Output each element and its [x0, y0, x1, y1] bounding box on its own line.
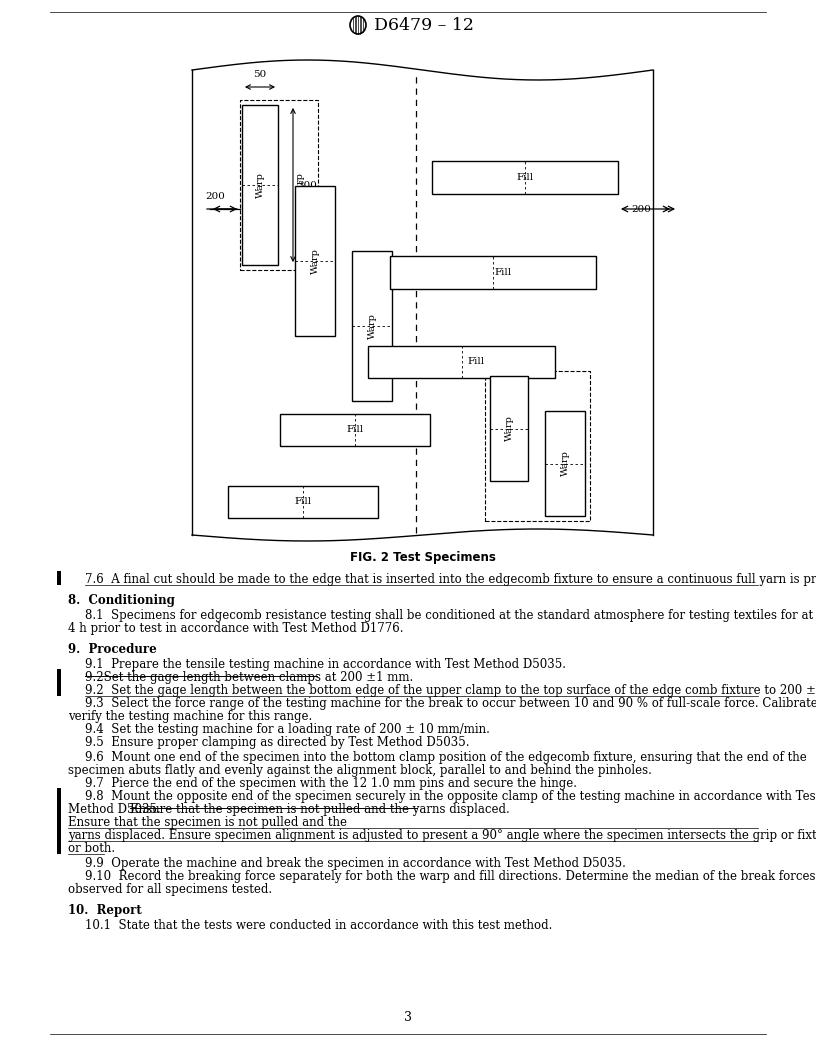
- Text: 200: 200: [631, 205, 651, 213]
- Text: Warp: Warp: [504, 416, 513, 441]
- Text: Fill: Fill: [494, 268, 512, 277]
- Bar: [57, 571, 60, 585]
- Text: 4 h prior to test in accordance with Test Method D1776.: 4 h prior to test in accordance with Tes…: [68, 622, 403, 635]
- Text: 9.1  Prepare the tensile testing machine in accordance with Test Method D5035.: 9.1 Prepare the tensile testing machine …: [85, 658, 566, 671]
- Text: yarns displaced. Ensure specimen alignment is adjusted to present a 90° angle wh: yarns displaced. Ensure specimen alignme…: [68, 829, 816, 842]
- Text: 9.3  Select the force range of the testing machine for the break to occur betwee: 9.3 Select the force range of the testin…: [85, 697, 816, 710]
- Text: Warp: Warp: [255, 172, 264, 197]
- Text: Fill: Fill: [347, 426, 364, 434]
- Text: Warp: Warp: [367, 313, 376, 339]
- Text: Fill: Fill: [295, 497, 312, 507]
- Bar: [485, 371, 590, 521]
- Text: Warp: Warp: [561, 451, 570, 476]
- Text: 200: 200: [205, 192, 225, 201]
- Text: 10.1  State that the tests were conducted in accordance with this test method.: 10.1 State that the tests were conducted…: [85, 919, 552, 932]
- Text: 9.10  Record the breaking force separately for both the warp and fill directions: 9.10 Record the breaking force separatel…: [85, 870, 815, 883]
- Text: 10.  Report: 10. Report: [68, 904, 142, 917]
- Text: 9.2  Set the gage length between the bottom edge of the upper clamp to the top s: 9.2 Set the gage length between the bott…: [85, 684, 816, 697]
- Text: 9.9  Operate the machine and break the specimen in accordance with Test Method D: 9.9 Operate the machine and break the sp…: [85, 857, 626, 870]
- Text: 9.6  Mount one end of the specimen into the bottom clamp position of the edgecom: 9.6 Mount one end of the specimen into t…: [85, 751, 807, 763]
- Text: Ensure that the specimen is not pulled and the yarns displaced.: Ensure that the specimen is not pulled a…: [130, 803, 510, 816]
- Text: Ensure that the specimen is not pulled and the: Ensure that the specimen is not pulled a…: [68, 816, 347, 829]
- Text: observed for all specimens tested.: observed for all specimens tested.: [68, 883, 272, 895]
- Text: 8.1  Specimens for edgecomb resistance testing shall be conditioned at the stand: 8.1 Specimens for edgecomb resistance te…: [85, 609, 816, 622]
- Bar: [240, 100, 318, 270]
- Bar: [545, 411, 585, 516]
- Text: 9.7  Pierce the end of the specimen with the 12 1.0 mm pins and secure the hinge: 9.7 Pierce the end of the specimen with …: [85, 777, 577, 790]
- Bar: [57, 788, 60, 854]
- Text: 3: 3: [404, 1011, 412, 1024]
- Text: or both.: or both.: [68, 842, 115, 855]
- Text: Warp: Warp: [311, 248, 320, 274]
- Text: Fill: Fill: [517, 173, 534, 182]
- Ellipse shape: [350, 16, 366, 34]
- Bar: [368, 346, 555, 378]
- Text: 300: 300: [297, 181, 317, 189]
- Bar: [390, 256, 596, 289]
- Text: Method D5035.: Method D5035.: [68, 803, 161, 816]
- Text: FIG. 2 Test Specimens: FIG. 2 Test Specimens: [349, 551, 495, 564]
- Bar: [242, 105, 278, 265]
- Bar: [432, 161, 618, 194]
- Text: D6479 – 12: D6479 – 12: [374, 17, 474, 34]
- Text: 9.  Procedure: 9. Procedure: [68, 643, 157, 656]
- Text: verify the testing machine for this range.: verify the testing machine for this rang…: [68, 710, 313, 723]
- Bar: [57, 670, 60, 696]
- Text: 50: 50: [254, 70, 267, 79]
- Text: 7.6  A final cut should be made to the edge that is inserted into the edgecomb f: 7.6 A final cut should be made to the ed…: [85, 573, 816, 586]
- Bar: [352, 251, 392, 401]
- Text: Fill: Fill: [468, 358, 485, 366]
- Bar: [228, 486, 378, 518]
- Text: 8.  Conditioning: 8. Conditioning: [68, 593, 175, 607]
- Text: 9.5  Ensure proper clamping as directed by Test Method D5035.: 9.5 Ensure proper clamping as directed b…: [85, 736, 469, 749]
- Text: 9.4  Set the testing machine for a loading rate of 200 ± 10 mm/min.: 9.4 Set the testing machine for a loadin…: [85, 723, 490, 736]
- Bar: [295, 186, 335, 336]
- Text: specimen abuts flatly and evenly against the alignment block, parallel to and be: specimen abuts flatly and evenly against…: [68, 763, 652, 777]
- Bar: [490, 376, 528, 480]
- Text: 9.2Set the gage length between clamps at 200 ±1 mm.: 9.2Set the gage length between clamps at…: [85, 671, 413, 684]
- Text: 9.8  Mount the opposite end of the specimen securely in the opposite clamp of th: 9.8 Mount the opposite end of the specim…: [85, 790, 816, 803]
- Text: Warp: Warp: [295, 172, 304, 197]
- Bar: [280, 414, 430, 446]
